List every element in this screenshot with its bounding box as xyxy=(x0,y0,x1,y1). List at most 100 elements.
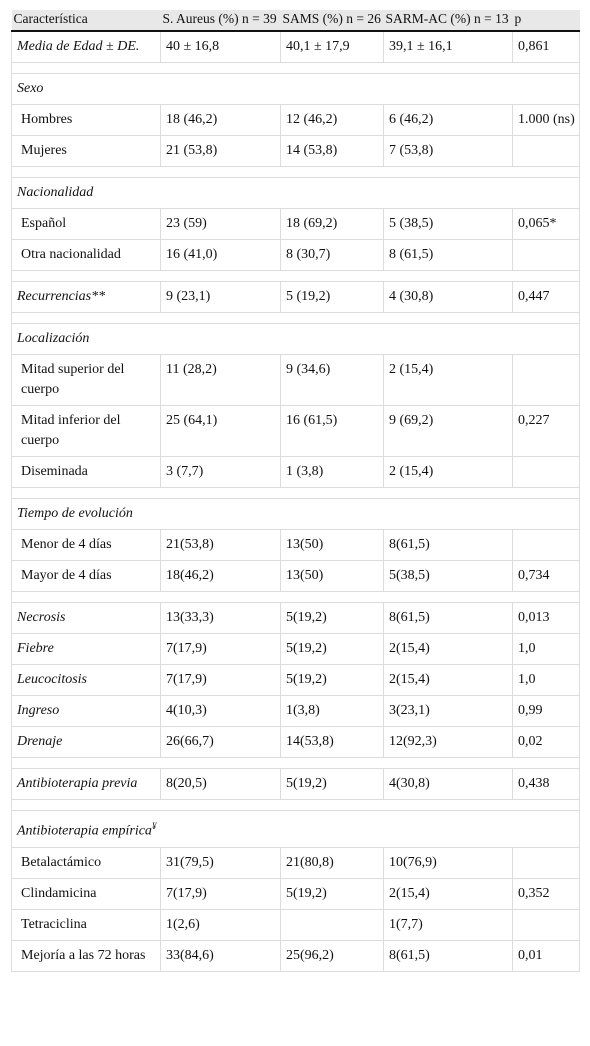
cell: 8(20,5) xyxy=(160,768,281,800)
cell: 26(66,7) xyxy=(160,726,281,758)
empty-cell xyxy=(512,239,580,271)
empty-cell xyxy=(512,847,580,879)
spacer-row xyxy=(11,270,580,282)
cell: 4 (30,8) xyxy=(383,281,513,313)
spacer-cell xyxy=(11,799,580,811)
data-row: Diseminada 3 (7,7) 1 (3,8) 2 (15,4) xyxy=(11,456,580,488)
row-label: Clindamicina xyxy=(11,878,161,910)
header-row: Característica S. Aureus (%) n = 39 SAMS (… xyxy=(11,10,580,32)
cell: 2(15,4) xyxy=(383,878,513,910)
cell: 2 (15,4) xyxy=(383,456,513,488)
cell: 0,227 xyxy=(512,405,580,457)
spacer-cell xyxy=(11,757,580,769)
row-label: Media de Edad ± DE. xyxy=(11,31,161,63)
section-heading: Antibioterapia empírica¥ xyxy=(11,810,580,848)
cell: 9 (23,1) xyxy=(160,281,281,313)
data-row: Ingreso 4(10,3) 1(3,8) 3(23,1) 0,99 xyxy=(11,695,580,727)
row-label: Tetraciclina xyxy=(11,909,161,941)
cell: 18(46,2) xyxy=(160,560,281,592)
row-label: Mitad inferior del cuerpo xyxy=(11,405,161,457)
spacer-cell xyxy=(11,591,580,603)
section-heading: Localización xyxy=(11,323,580,355)
section-title: Nacionalidad xyxy=(17,185,94,200)
section-row: Antibioterapia empírica¥ xyxy=(11,810,580,848)
cell: 4(30,8) xyxy=(383,768,513,800)
cell: 7(17,9) xyxy=(160,664,281,696)
section-title: Tiempo de evolución xyxy=(17,506,133,521)
cell: 16 (61,5) xyxy=(280,405,384,457)
data-row: Antibioterapia previa 8(20,5) 5(19,2) 4(30,… xyxy=(11,768,580,800)
cell: 1(3,8) xyxy=(280,695,384,727)
row-label: Recurrencias** xyxy=(11,281,161,313)
data-row: Media de Edad ± DE. 40 ± 16,8 40,1 ± 17,9 3… xyxy=(11,31,580,63)
section-row: Localización xyxy=(11,323,580,355)
section-row: Nacionalidad xyxy=(11,177,580,209)
empty-cell xyxy=(280,909,384,941)
empty-cell xyxy=(512,529,580,561)
row-label: Betalactámico xyxy=(11,847,161,879)
cell: 21(53,8) xyxy=(160,529,281,561)
empty-cell xyxy=(512,135,580,167)
cell: 7(17,9) xyxy=(160,878,281,910)
cell: 9 (34,6) xyxy=(280,354,384,406)
column-header: SAMS (%) n = 26 xyxy=(280,10,384,32)
table-header: Característica S. Aureus (%) n = 39 SAMS (… xyxy=(11,10,580,32)
cell: 0,013 xyxy=(512,602,580,634)
row-label: Necrosis xyxy=(11,602,161,634)
spacer-row xyxy=(11,591,580,603)
spacer-row xyxy=(11,757,580,769)
spacer-row xyxy=(11,312,580,324)
section-row: Tiempo de evolución xyxy=(11,498,580,530)
cell: 0,447 xyxy=(512,281,580,313)
data-row: Mayor de 4 días 18(46,2) 13(50) 5(38,5) 0,73… xyxy=(11,560,580,592)
cell: 1,0 xyxy=(512,664,580,696)
cell: 12(92,3) xyxy=(383,726,513,758)
cell: 5(19,2) xyxy=(280,664,384,696)
cell: 0,01 xyxy=(512,940,580,972)
cell: 4(10,3) xyxy=(160,695,281,727)
table-body: Media de Edad ± DE. 40 ± 16,8 40,1 ± 17,9 3… xyxy=(11,31,580,972)
cell: 13(33,3) xyxy=(160,602,281,634)
cell: 9 (69,2) xyxy=(383,405,513,457)
spacer-row xyxy=(11,62,580,74)
cell: 25 (64,1) xyxy=(160,405,281,457)
cell: 10(76,9) xyxy=(383,847,513,879)
cell: 2(15,4) xyxy=(383,664,513,696)
section-heading: Sexo xyxy=(11,73,580,105)
cell: 5(19,2) xyxy=(280,768,384,800)
cell: 5 (38,5) xyxy=(383,208,513,240)
data-row: Mitad superior del cuerpo 11 (28,2) 9 (34,… xyxy=(11,354,580,406)
empty-cell xyxy=(512,456,580,488)
row-label: Otra nacionalidad xyxy=(11,239,161,271)
cell: 0,734 xyxy=(512,560,580,592)
row-label: Drenaje xyxy=(11,726,161,758)
cell: 31(79,5) xyxy=(160,847,281,879)
empty-cell xyxy=(512,909,580,941)
row-label: Mujeres xyxy=(11,135,161,167)
spacer-cell xyxy=(11,270,580,282)
data-row: Recurrencias** 9 (23,1) 5 (19,2) 4 (30,8) 0,… xyxy=(11,281,580,313)
cell: 7 (53,8) xyxy=(383,135,513,167)
section-heading: Nacionalidad xyxy=(11,177,580,209)
row-label: Español xyxy=(11,208,161,240)
row-label: Mitad superior del cuerpo xyxy=(11,354,161,406)
data-row: Leucocitosis 7(17,9) 5(19,2) 2(15,4) 1,0 xyxy=(11,664,580,696)
data-row: Mejoría a las 72 horas 33(84,6) 25(96,2) 8(… xyxy=(11,940,580,972)
cell: 14 (53,8) xyxy=(280,135,384,167)
section-heading: Tiempo de evolución xyxy=(11,498,580,530)
cell: 5(19,2) xyxy=(280,633,384,665)
cell: 33(84,6) xyxy=(160,940,281,972)
data-table: Característica S. Aureus (%) n = 39 SAMS (… xyxy=(11,10,580,972)
data-row: Necrosis 13(33,3) 5(19,2) 8(61,5) 0,013 xyxy=(11,602,580,634)
cell: 5(19,2) xyxy=(280,878,384,910)
row-label: Hombres xyxy=(11,104,161,136)
cell: 12 (46,2) xyxy=(280,104,384,136)
section-row: Sexo xyxy=(11,73,580,105)
cell: 5(38,5) xyxy=(383,560,513,592)
cell: 40 ± 16,8 xyxy=(160,31,281,63)
cell: 2(15,4) xyxy=(383,633,513,665)
empty-cell xyxy=(512,354,580,406)
cell: 6 (46,2) xyxy=(383,104,513,136)
cell: 7(17,9) xyxy=(160,633,281,665)
